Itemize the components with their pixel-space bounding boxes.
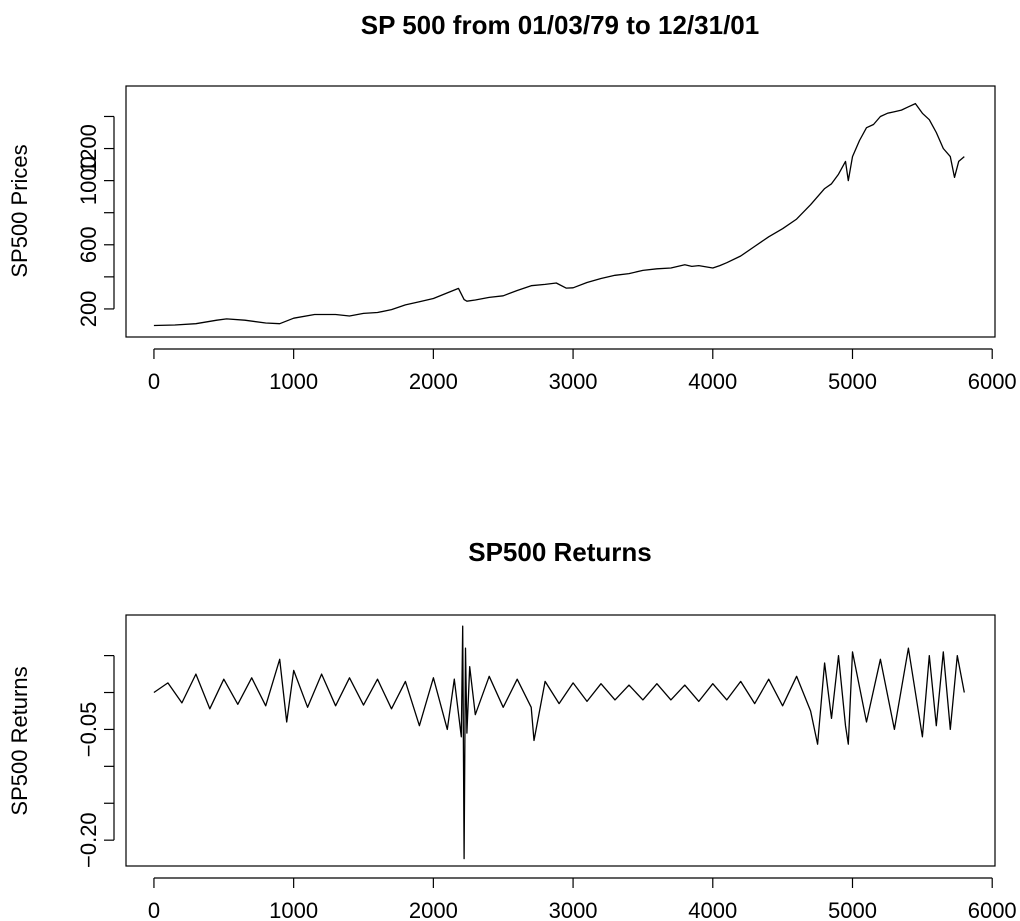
x-tick-label: 0 xyxy=(148,369,160,394)
x-tick-label: 6000 xyxy=(968,369,1017,394)
x-tick-label: 5000 xyxy=(828,898,877,921)
x-tick-label: 3000 xyxy=(549,898,598,921)
y-tick-label: 600 xyxy=(76,226,101,263)
x-axis: 0 1000 2000 3000 4000 5000 6000 xyxy=(148,877,1017,921)
series-line-0 xyxy=(153,625,965,860)
y-axis-label: SP500 Returns xyxy=(7,666,32,815)
x-tick-label: 6000 xyxy=(968,898,1017,921)
plot-frame xyxy=(125,614,996,867)
chart-title: SP 500 from 01/03/79 to 12/31/01 xyxy=(361,10,759,40)
prices-chart: SP 500 from 01/03/79 to 12/31/01 SP500 P… xyxy=(7,10,1017,394)
y-tick-label: 1000 xyxy=(76,156,101,205)
y-axis-label: SP500 Prices xyxy=(7,144,32,277)
y-tick-label: −0.05 xyxy=(76,702,101,758)
x-tick-label: 4000 xyxy=(688,898,737,921)
series-layer xyxy=(153,102,965,327)
x-tick-label: 5000 xyxy=(828,369,877,394)
y-tick-label: 1200 xyxy=(76,124,101,173)
x-tick-label: 1000 xyxy=(269,369,318,394)
plot-frame xyxy=(125,85,996,338)
returns-chart: SP500 Returns SP500 Returns 0 1000 2000 300… xyxy=(7,537,1017,921)
series-layer xyxy=(153,625,965,860)
x-tick-label: 4000 xyxy=(688,369,737,394)
y-axis: −0.20 −0.05 xyxy=(76,655,115,868)
y-tick-label: 200 xyxy=(76,291,101,328)
x-tick-label: 1000 xyxy=(269,898,318,921)
x-tick-label: 2000 xyxy=(409,898,458,921)
y-tick-label: −0.20 xyxy=(76,812,101,868)
x-tick-label: 0 xyxy=(148,898,160,921)
x-axis: 0 1000 2000 3000 4000 5000 6000 xyxy=(148,348,1017,394)
chart-title: SP500 Returns xyxy=(468,537,652,567)
series-line-0 xyxy=(153,102,965,327)
x-tick-label: 3000 xyxy=(549,369,598,394)
x-tick-label: 2000 xyxy=(409,369,458,394)
